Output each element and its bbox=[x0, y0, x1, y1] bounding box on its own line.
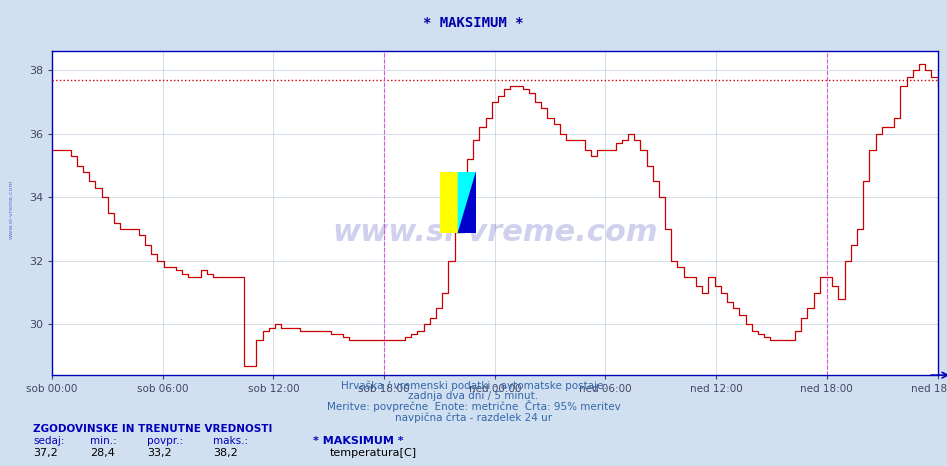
Text: povpr.:: povpr.: bbox=[147, 436, 183, 445]
Text: temperatura[C]: temperatura[C] bbox=[330, 448, 417, 458]
Text: 28,4: 28,4 bbox=[90, 448, 115, 458]
Text: sedaj:: sedaj: bbox=[33, 436, 64, 445]
Text: 37,2: 37,2 bbox=[33, 448, 58, 458]
Text: * MAKSIMUM *: * MAKSIMUM * bbox=[313, 436, 403, 445]
Text: www.si-vreme.com: www.si-vreme.com bbox=[332, 218, 657, 247]
Text: www.si-vreme.com: www.si-vreme.com bbox=[9, 180, 14, 240]
Text: * MAKSIMUM *: * MAKSIMUM * bbox=[423, 16, 524, 30]
Text: 33,2: 33,2 bbox=[147, 448, 171, 458]
Polygon shape bbox=[458, 172, 476, 233]
Text: zadnja dva dni / 5 minut.: zadnja dva dni / 5 minut. bbox=[408, 391, 539, 401]
Text: maks.:: maks.: bbox=[213, 436, 248, 445]
Polygon shape bbox=[458, 172, 476, 233]
Text: min.:: min.: bbox=[90, 436, 116, 445]
Text: navpična črta - razdelek 24 ur: navpična črta - razdelek 24 ur bbox=[395, 412, 552, 423]
Text: Hrvaška / vremenski podatki - avtomatske postaje.: Hrvaška / vremenski podatki - avtomatske… bbox=[341, 381, 606, 391]
Bar bbox=[440, 172, 458, 233]
Text: ZGODOVINSKE IN TRENUTNE VREDNOSTI: ZGODOVINSKE IN TRENUTNE VREDNOSTI bbox=[33, 425, 273, 434]
Text: Meritve: povprečne  Enote: metrične  Črta: 95% meritev: Meritve: povprečne Enote: metrične Črta:… bbox=[327, 400, 620, 412]
Text: 38,2: 38,2 bbox=[213, 448, 238, 458]
